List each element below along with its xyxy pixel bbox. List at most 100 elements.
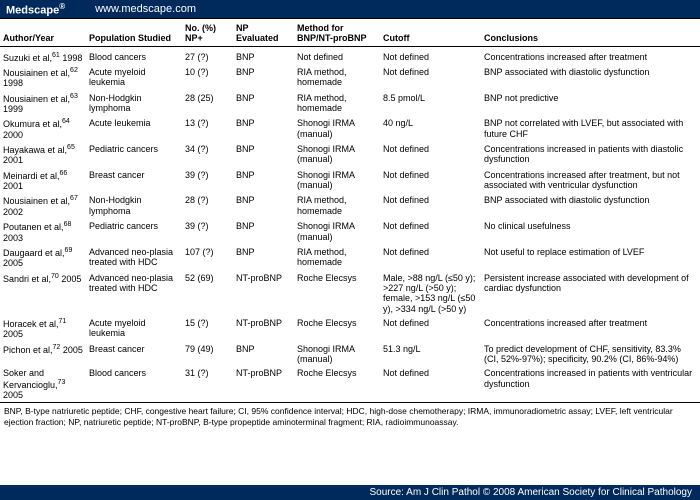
author-cell: Soker and Kervancioglu,73 2005 — [0, 366, 86, 402]
population-cell: Pediatric cancers — [86, 142, 182, 168]
author-cell: Horacek et al,71 2005 — [0, 316, 86, 342]
col-cutoff: Cutoff — [380, 19, 481, 47]
table-body: Suzuki et al,61 1998Blood cancers27 (?)B… — [0, 46, 700, 402]
cutoff-cell: Not defined — [380, 193, 481, 219]
table-row: Soker and Kervancioglu,73 2005Blood canc… — [0, 366, 700, 402]
cutoff-cell: Not defined — [380, 245, 481, 271]
np-pct-cell: 28 (?) — [182, 193, 233, 219]
cutoff-cell: Not defined — [380, 219, 481, 245]
method-cell: RIA method, homemade — [294, 245, 380, 271]
method-cell: Roche Elecsys — [294, 271, 380, 316]
np-eval-cell: BNP — [233, 168, 294, 194]
np-pct-cell: 52 (69) — [182, 271, 233, 316]
population-cell: Advanced neo-plasia treated with HDC — [86, 271, 182, 316]
table-row: Meinardi et al,66 2001Breast cancer39 (?… — [0, 168, 700, 194]
author-cell: Suzuki et al,61 1998 — [0, 46, 86, 65]
population-cell: Acute leukemia — [86, 116, 182, 142]
population-cell: Breast cancer — [86, 342, 182, 367]
col-author: Author/Year — [0, 19, 86, 47]
conclusion-cell: Concentrations increased after treatment… — [481, 168, 700, 194]
np-pct-cell: 10 (?) — [182, 65, 233, 91]
conclusion-cell: BNP not predictive — [481, 91, 700, 117]
np-eval-cell: BNP — [233, 91, 294, 117]
method-cell: Not defined — [294, 46, 380, 65]
method-cell: RIA method, homemade — [294, 91, 380, 117]
cutoff-cell: Not defined — [380, 142, 481, 168]
table-row: Hayakawa et al,65 2001Pediatric cancers3… — [0, 142, 700, 168]
table-row: Sandri et al,70 2005Advanced neo-plasia … — [0, 271, 700, 316]
np-eval-cell: NT-proBNP — [233, 316, 294, 342]
method-cell: Shonogi IRMA (manual) — [294, 219, 380, 245]
conclusion-cell: Not useful to replace estimation of LVEF — [481, 245, 700, 271]
conclusion-cell: BNP associated with diastolic dysfunctio… — [481, 65, 700, 91]
author-cell: Hayakawa et al,65 2001 — [0, 142, 86, 168]
method-cell: RIA method, homemade — [294, 193, 380, 219]
population-cell: Acute myeloid leukemia — [86, 65, 182, 91]
population-cell: Breast cancer — [86, 168, 182, 194]
brand-name: Medscape® — [6, 2, 65, 17]
method-cell: Shonogi IRMA (manual) — [294, 142, 380, 168]
method-cell: Roche Elecsys — [294, 316, 380, 342]
col-np-eval: NP Evaluated — [233, 19, 294, 47]
author-cell: Okumura et al,64 2000 — [0, 116, 86, 142]
conclusion-cell: BNP not correlated with LVEF, but associ… — [481, 116, 700, 142]
brand-header: Medscape® www.medscape.com — [0, 0, 700, 18]
np-eval-cell: BNP — [233, 219, 294, 245]
np-pct-cell: 34 (?) — [182, 142, 233, 168]
np-pct-cell: 15 (?) — [182, 316, 233, 342]
np-eval-cell: BNP — [233, 116, 294, 142]
cutoff-cell: Not defined — [380, 65, 481, 91]
cutoff-cell: Not defined — [380, 46, 481, 65]
np-eval-cell: BNP — [233, 342, 294, 367]
author-cell: Nousiainen et al,67 2002 — [0, 193, 86, 219]
brand-url: www.medscape.com — [95, 3, 196, 15]
table-row: Nousiainen et al,63 1999Non-Hodgkin lymp… — [0, 91, 700, 117]
author-cell: Daugaard et al,69 2005 — [0, 245, 86, 271]
conclusion-cell: Persistent increase associated with deve… — [481, 271, 700, 316]
np-eval-cell: BNP — [233, 46, 294, 65]
col-np-pct: No. (%) NP+ — [182, 19, 233, 47]
method-cell: Shonogi IRMA (manual) — [294, 342, 380, 367]
population-cell: Pediatric cancers — [86, 219, 182, 245]
conclusion-cell: Concentrations increased in patients wit… — [481, 366, 700, 402]
table-row: Horacek et al,71 2005Acute myeloid leuke… — [0, 316, 700, 342]
population-cell: Blood cancers — [86, 46, 182, 65]
cutoff-cell: 40 ng/L — [380, 116, 481, 142]
conclusion-cell: To predict development of CHF, sensitivi… — [481, 342, 700, 367]
conclusion-cell: No clinical usefulness — [481, 219, 700, 245]
np-pct-cell: 27 (?) — [182, 46, 233, 65]
brand-text: Medscape — [6, 4, 59, 16]
np-pct-cell: 39 (?) — [182, 168, 233, 194]
np-eval-cell: NT-proBNP — [233, 271, 294, 316]
table-header: Author/Year Population Studied No. (%) N… — [0, 19, 700, 47]
conclusion-cell: Concentrations increased after treatment — [481, 316, 700, 342]
cutoff-cell: Male, >88 ng/L (≤50 y); >227 ng/L (>50 y… — [380, 271, 481, 316]
source-citation: Source: Am J Clin Pathol © 2008 American… — [0, 485, 700, 500]
np-pct-cell: 13 (?) — [182, 116, 233, 142]
cutoff-cell: 51.3 ng/L — [380, 342, 481, 367]
population-cell: Blood cancers — [86, 366, 182, 402]
method-cell: RIA method, homemade — [294, 65, 380, 91]
table-row: Nousiainen et al,62 1998Acute myeloid le… — [0, 65, 700, 91]
population-cell: Acute myeloid leukemia — [86, 316, 182, 342]
author-cell: Nousiainen et al,62 1998 — [0, 65, 86, 91]
cutoff-cell: Not defined — [380, 168, 481, 194]
col-conclusions: Conclusions — [481, 19, 700, 47]
np-eval-cell: BNP — [233, 245, 294, 271]
table-row: Poutanen et al,68 2003Pediatric cancers3… — [0, 219, 700, 245]
table-row: Suzuki et al,61 1998Blood cancers27 (?)B… — [0, 46, 700, 65]
table-row: Nousiainen et al,67 2002Non-Hodgkin lymp… — [0, 193, 700, 219]
author-cell: Sandri et al,70 2005 — [0, 271, 86, 316]
np-pct-cell: 79 (49) — [182, 342, 233, 367]
col-population: Population Studied — [86, 19, 182, 47]
conclusion-cell: Concentrations increased in patients wit… — [481, 142, 700, 168]
method-cell: Roche Elecsys — [294, 366, 380, 402]
cutoff-cell: 8.5 pmol/L — [380, 91, 481, 117]
author-cell: Pichon et al,72 2005 — [0, 342, 86, 367]
author-cell: Meinardi et al,66 2001 — [0, 168, 86, 194]
col-method: Method for BNP/NT-proBNP — [294, 19, 380, 47]
abbreviations-footnote: BNP, B-type natriuretic peptide; CHF, co… — [0, 402, 700, 429]
np-pct-cell: 107 (?) — [182, 245, 233, 271]
method-cell: Shonogi IRMA (manual) — [294, 168, 380, 194]
author-cell: Nousiainen et al,63 1999 — [0, 91, 86, 117]
